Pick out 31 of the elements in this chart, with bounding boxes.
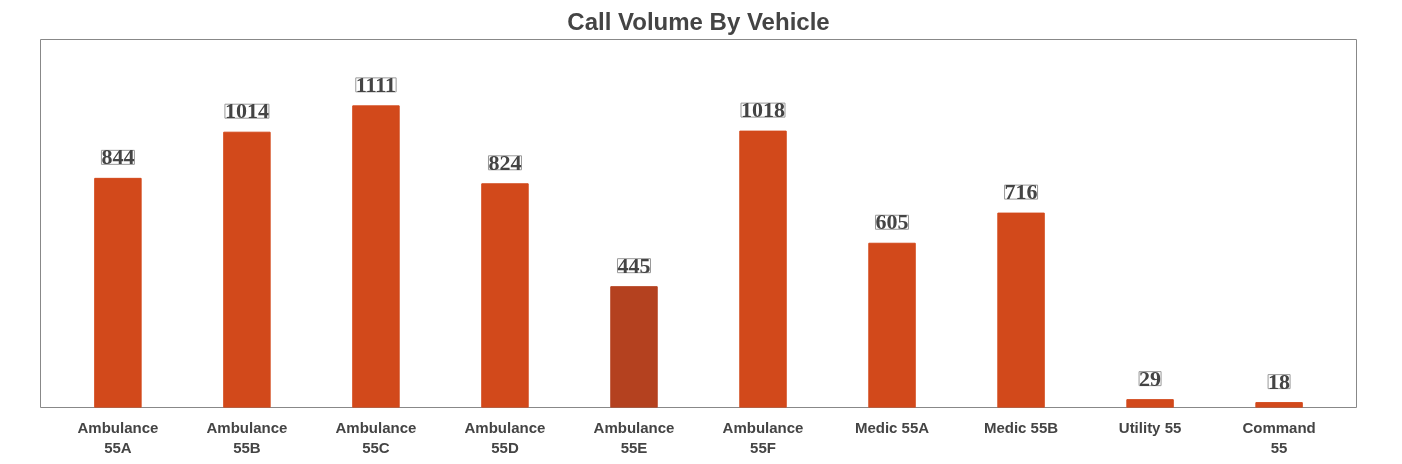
data-label: 1014	[224, 98, 269, 124]
data-label: 716	[1004, 179, 1038, 205]
data-label: 29	[1139, 365, 1162, 391]
bar	[352, 105, 400, 408]
x-tick-label: Ambulance 55B	[206, 418, 288, 456]
bar	[94, 177, 142, 408]
data-label: 445	[617, 252, 651, 278]
bar	[223, 131, 271, 408]
x-tick-label: Ambulance 55D	[464, 418, 546, 456]
bar	[1255, 402, 1303, 408]
bar	[1126, 399, 1174, 408]
data-label: 1111	[355, 71, 397, 97]
data-label: 1018	[741, 97, 786, 123]
x-tick-label: Ambulance 55E	[593, 418, 675, 456]
bar	[481, 183, 529, 408]
bar	[739, 130, 787, 408]
x-tick-label: Command 55	[1242, 418, 1316, 456]
bar	[610, 286, 658, 408]
x-tick-label: Ambulance 55A	[77, 418, 159, 456]
bar	[868, 242, 916, 408]
data-label: 844	[101, 144, 135, 170]
chart-title: Call Volume By Vehicle	[567, 7, 830, 35]
data-label: 605	[875, 209, 909, 235]
bar	[997, 212, 1045, 408]
data-label: 18	[1268, 368, 1291, 394]
x-tick-label: Medic 55A	[854, 418, 930, 436]
x-tick-label: Ambulance 55C	[335, 418, 417, 456]
data-label: 824	[488, 149, 522, 175]
x-tick-label: Utility 55	[1118, 418, 1182, 436]
x-tick-label: Medic 55B	[983, 418, 1059, 436]
x-tick-label: Ambulance 55F	[722, 418, 804, 456]
